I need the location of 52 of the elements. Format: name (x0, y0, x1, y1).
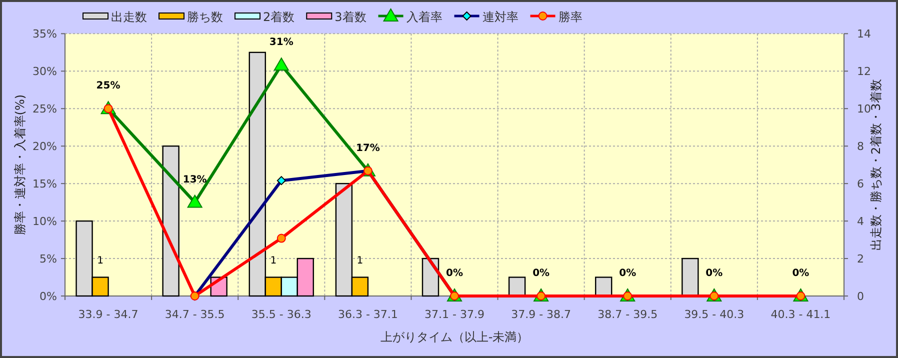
y2-tick-label: 14 (857, 28, 871, 41)
point (187, 194, 202, 208)
point (274, 58, 289, 71)
y-tick-label: 15% (32, 178, 57, 191)
x-tick-label: 36.3 - 37.1 (338, 308, 398, 321)
data-label: 1 (356, 255, 364, 266)
legend-label: 3着数 (334, 10, 366, 24)
x-tick-label: 33.9 - 34.7 (78, 308, 138, 321)
y2-tick-label: 8 (857, 140, 864, 154)
x-axis-title: 上がりタイム（以上-未満） (380, 330, 529, 344)
y-tick-label: 30% (32, 65, 57, 78)
point (276, 234, 286, 243)
bar (162, 145, 180, 297)
y2-tick-label: 6 (857, 178, 864, 191)
x-tick-label: 37.9 - 38.7 (511, 308, 572, 321)
legend-label: 勝率 (558, 10, 582, 24)
data-label: 31% (269, 37, 294, 48)
x-tick-label: 40.3 - 41.1 (770, 308, 831, 321)
y2-axis-title: 出走数・勝ち数・2着数・3着数 (869, 79, 883, 250)
x-tick-label: 39.5 - 40.3 (684, 308, 744, 321)
data-label: 1 (270, 255, 277, 266)
data-label: 0% (706, 268, 723, 279)
y2-tick-label: 4 (857, 215, 864, 228)
x-tick-label: 35.5 - 36.3 (251, 308, 312, 321)
y-axis-title: 勝率・連対率・入着率(%) (13, 94, 27, 236)
legend-label: 出走数 (111, 10, 147, 24)
data-label: 0% (446, 268, 463, 279)
legend-label: 入着率 (406, 10, 442, 24)
x-tick-label: 37.1 - 37.9 (424, 308, 484, 321)
data-label: 0% (532, 268, 550, 279)
y2-tick-label: 10 (857, 102, 871, 116)
data-label: 0% (792, 268, 810, 279)
legend-label: 連対率 (482, 10, 518, 24)
x-tick-label: 34.7 - 35.5 (164, 308, 225, 321)
y2-tick-label: 0 (857, 290, 864, 303)
y-tick-label: 10% (32, 215, 57, 228)
y2-tick-label: 2 (857, 252, 864, 266)
y2-tick-label: 12 (857, 65, 871, 78)
data-label: 0% (619, 268, 636, 279)
bar (422, 258, 440, 297)
legend-label: 勝ち数 (187, 10, 223, 24)
y-tick-label: 5% (40, 252, 57, 266)
y-tick-label: 25% (32, 102, 57, 116)
y-tick-label: 0% (40, 290, 57, 303)
legend-label: 2着数 (263, 10, 295, 24)
data-label: 17% (356, 142, 380, 154)
y-tick-label: 35% (32, 28, 57, 41)
x-tick-label: 38.7 - 39.5 (598, 308, 658, 321)
y-tick-label: 20% (32, 140, 57, 154)
data-label: 1 (97, 255, 104, 266)
data-label: 13% (182, 174, 207, 186)
data-label: 25% (96, 80, 120, 92)
